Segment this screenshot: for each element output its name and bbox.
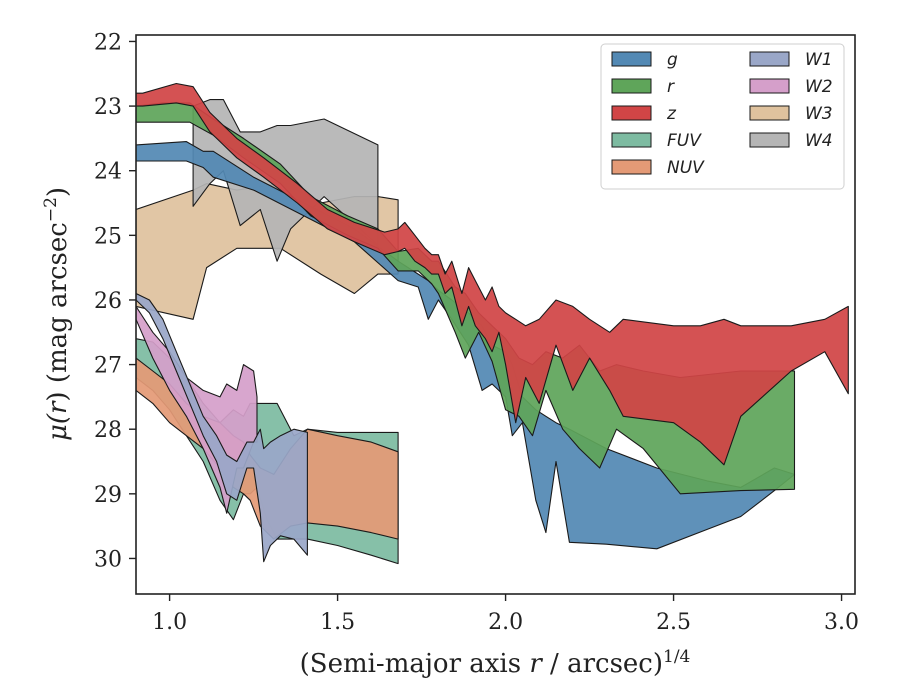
- legend-swatch-fuv: [611, 132, 652, 148]
- x-axis-title: (Semi-major axis r / arcsec)1/4: [300, 647, 691, 679]
- x-tick-label: 2.0: [488, 610, 523, 635]
- legend-label-r: r: [667, 77, 675, 97]
- legend-swatch-r: [611, 78, 652, 94]
- x-tick-label: 3.0: [824, 610, 859, 635]
- legend-swatch-w1: [749, 51, 790, 67]
- y-tick-label: 30: [94, 547, 122, 572]
- legend-label-w1: W1: [805, 50, 833, 70]
- y-tick-label: 23: [94, 95, 122, 120]
- y-tick-label: 27: [94, 354, 122, 379]
- legend-label-w3: W3: [805, 104, 833, 124]
- y-tick-label: 29: [94, 483, 122, 508]
- legend-label-w4: W4: [805, 131, 833, 151]
- y-tick-label: 22: [94, 30, 122, 55]
- profile-bands: [136, 82, 849, 565]
- legend-label-w2: W2: [805, 77, 833, 97]
- y-tick-label: 26: [94, 289, 122, 314]
- legend-label-z: z: [666, 104, 677, 124]
- y-axis-title: μ(r) (mag arcsec−2): [41, 187, 73, 441]
- band-z: [136, 82, 849, 466]
- x-tick-label: 2.5: [656, 610, 691, 635]
- legend-label-fuv: FUV: [667, 131, 702, 151]
- legend-label-nuv: NUV: [667, 158, 705, 178]
- x-tick-label: 1.0: [152, 610, 187, 635]
- band-w1: [136, 292, 308, 563]
- legend-label-g: g: [667, 50, 678, 70]
- x-tick-label: 1.5: [320, 610, 355, 635]
- legend-swatch-w3: [749, 105, 790, 121]
- legend-swatch-w4: [749, 132, 790, 148]
- legend: grz FUV NUV W1 W2 W3 W4: [600, 43, 845, 190]
- legend-swatch-z: [611, 105, 652, 121]
- plot-frame: [135, 34, 856, 595]
- legend-swatch-nuv: [611, 159, 652, 175]
- y-axis-ticks: 22 23 24 25 26 27 28 29 30: [94, 30, 136, 572]
- legend-swatch-g: [611, 51, 652, 67]
- y-tick-label: 28: [94, 418, 122, 443]
- y-tick-label: 24: [94, 160, 122, 185]
- x-axis-ticks: 1.0 1.5 2.0 2.5 3.0: [152, 594, 859, 635]
- y-tick-label: 25: [94, 224, 122, 249]
- legend-swatch-w2: [749, 78, 790, 94]
